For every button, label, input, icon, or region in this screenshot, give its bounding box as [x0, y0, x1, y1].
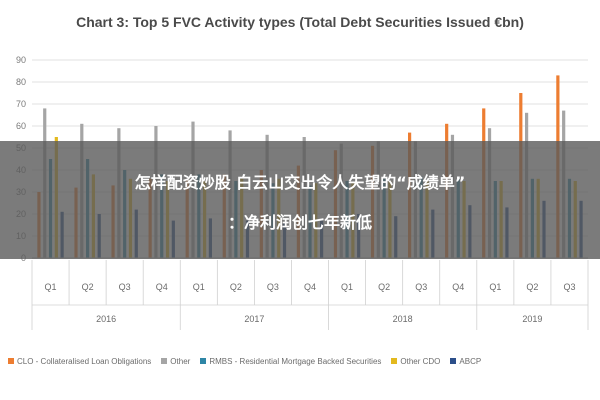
- legend-swatch: [450, 358, 457, 364]
- x-tick-label: Q1: [489, 282, 501, 292]
- y-tick-label: 80: [16, 77, 26, 87]
- x-tick-label: Q1: [193, 282, 205, 292]
- y-tick-label: 60: [16, 121, 26, 131]
- x-group-label: 2018: [393, 314, 413, 324]
- x-tick-label: Q1: [45, 282, 57, 292]
- legend-label: Other: [170, 356, 191, 366]
- x-tick-label: Q2: [230, 282, 242, 292]
- chart-legend: CLO - Collateralised Loan Obligations Oth…: [8, 354, 598, 368]
- y-tick-label: 70: [16, 99, 26, 109]
- legend-swatch: [8, 358, 14, 364]
- legend-swatch: [161, 358, 168, 364]
- legend-item: Other: [161, 357, 190, 366]
- legend-item: RMBS - Residential Mortgage Backed Secur…: [200, 357, 381, 366]
- x-tick-label: Q4: [452, 282, 464, 292]
- x-tick-label: Q2: [378, 282, 390, 292]
- legend-label: CLO - Collateralised Loan Obligations: [17, 356, 152, 366]
- x-tick-label: Q2: [526, 282, 538, 292]
- legend-swatch: [391, 358, 398, 364]
- x-tick-label: Q3: [415, 282, 427, 292]
- legend-label: Other CDO: [400, 356, 441, 366]
- x-tick-label: Q1: [341, 282, 353, 292]
- x-tick-label: Q3: [119, 282, 131, 292]
- chart-title: Chart 3: Top 5 FVC Activity types (Total…: [76, 14, 524, 30]
- legend-item: ABCP: [450, 357, 481, 366]
- legend-label: ABCP: [459, 356, 482, 366]
- x-tick-label: Q3: [563, 282, 575, 292]
- overlay-banner: 怎样配资炒股 白云山交出令人失望的“成绩单” ：净利润创七年新低: [0, 141, 600, 259]
- legend-item: Other CDO: [391, 357, 440, 366]
- legend-label: RMBS - Residential Mortgage Backed Secur…: [209, 356, 382, 366]
- x-group-label: 2016: [96, 314, 116, 324]
- overlay-subheadline[interactable]: ：净利润创七年新低: [227, 213, 372, 232]
- x-tick-label: Q4: [304, 282, 316, 292]
- x-group-label: 2017: [244, 314, 264, 324]
- x-group-label: 2019: [522, 314, 542, 324]
- x-tick-label: Q4: [156, 282, 168, 292]
- y-tick-label: 90: [16, 55, 26, 65]
- overlay-headline[interactable]: 怎样配资炒股 白云山交出令人失望的“成绩单”: [134, 173, 466, 192]
- legend-item: CLO - Collateralised Loan Obligations: [8, 357, 151, 366]
- x-tick-label: Q2: [82, 282, 94, 292]
- x-tick-label: Q3: [267, 282, 279, 292]
- legend-swatch: [200, 358, 207, 364]
